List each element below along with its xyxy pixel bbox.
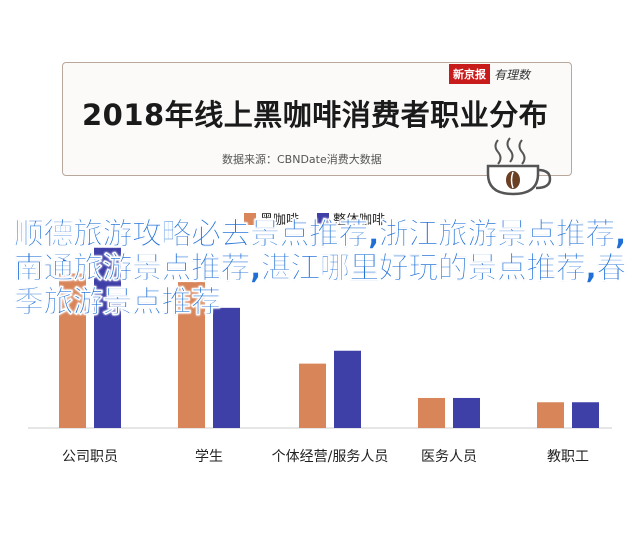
legend-item-series1: 黑咖啡 <box>244 209 299 228</box>
brand-logo: 新京报 有理数 <box>449 64 530 84</box>
x-tick-label: 教职工 <box>547 449 589 465</box>
data-source: 数据来源：CBNDate消费大数据 <box>222 153 382 166</box>
chart-legend: 黑咖啡 整体咖啡 <box>244 209 385 228</box>
x-tick-label: 医务人员 <box>421 449 477 465</box>
bar-2-1 <box>213 307 240 428</box>
overlay-text: 顺德旅游攻略必去景点推荐,浙江旅游景点推荐,南通旅游景点推荐,湛江哪里好玩的景点… <box>14 217 627 320</box>
bar-1-0 <box>59 273 86 428</box>
legend-swatch-series2 <box>317 212 330 225</box>
legend-item-series2: 整体咖啡 <box>317 209 385 228</box>
legend-swatch-series1 <box>244 212 256 225</box>
bar-2-4 <box>572 402 599 428</box>
legend-label-series1: 黑咖啡 <box>260 213 300 228</box>
coffee-cup-icon <box>486 137 552 196</box>
brand-column-name: 有理数 <box>494 67 531 82</box>
x-tick-label: 公司职员 <box>62 449 118 465</box>
legend-label-series2: 整体咖啡 <box>333 213 386 228</box>
bar-1-1 <box>178 282 205 428</box>
brand-name: 新京报 <box>449 64 490 84</box>
x-tick-label: 个体经营/服务人员 <box>271 449 389 465</box>
bar-2-2 <box>334 350 361 428</box>
x-tick-label: 学生 <box>195 449 223 465</box>
bar-2-0 <box>94 247 121 428</box>
bar-1-2 <box>299 363 326 428</box>
bar-1-3 <box>418 397 445 428</box>
bar-1-4 <box>537 402 564 428</box>
bar-2-3 <box>453 397 480 428</box>
chart-title: 2018年线上黑咖啡消费者职业分布 <box>82 98 549 132</box>
